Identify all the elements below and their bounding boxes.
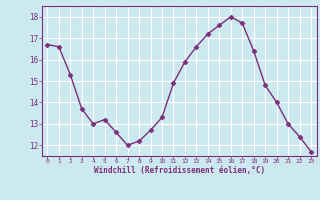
X-axis label: Windchill (Refroidissement éolien,°C): Windchill (Refroidissement éolien,°C) [94, 166, 265, 175]
